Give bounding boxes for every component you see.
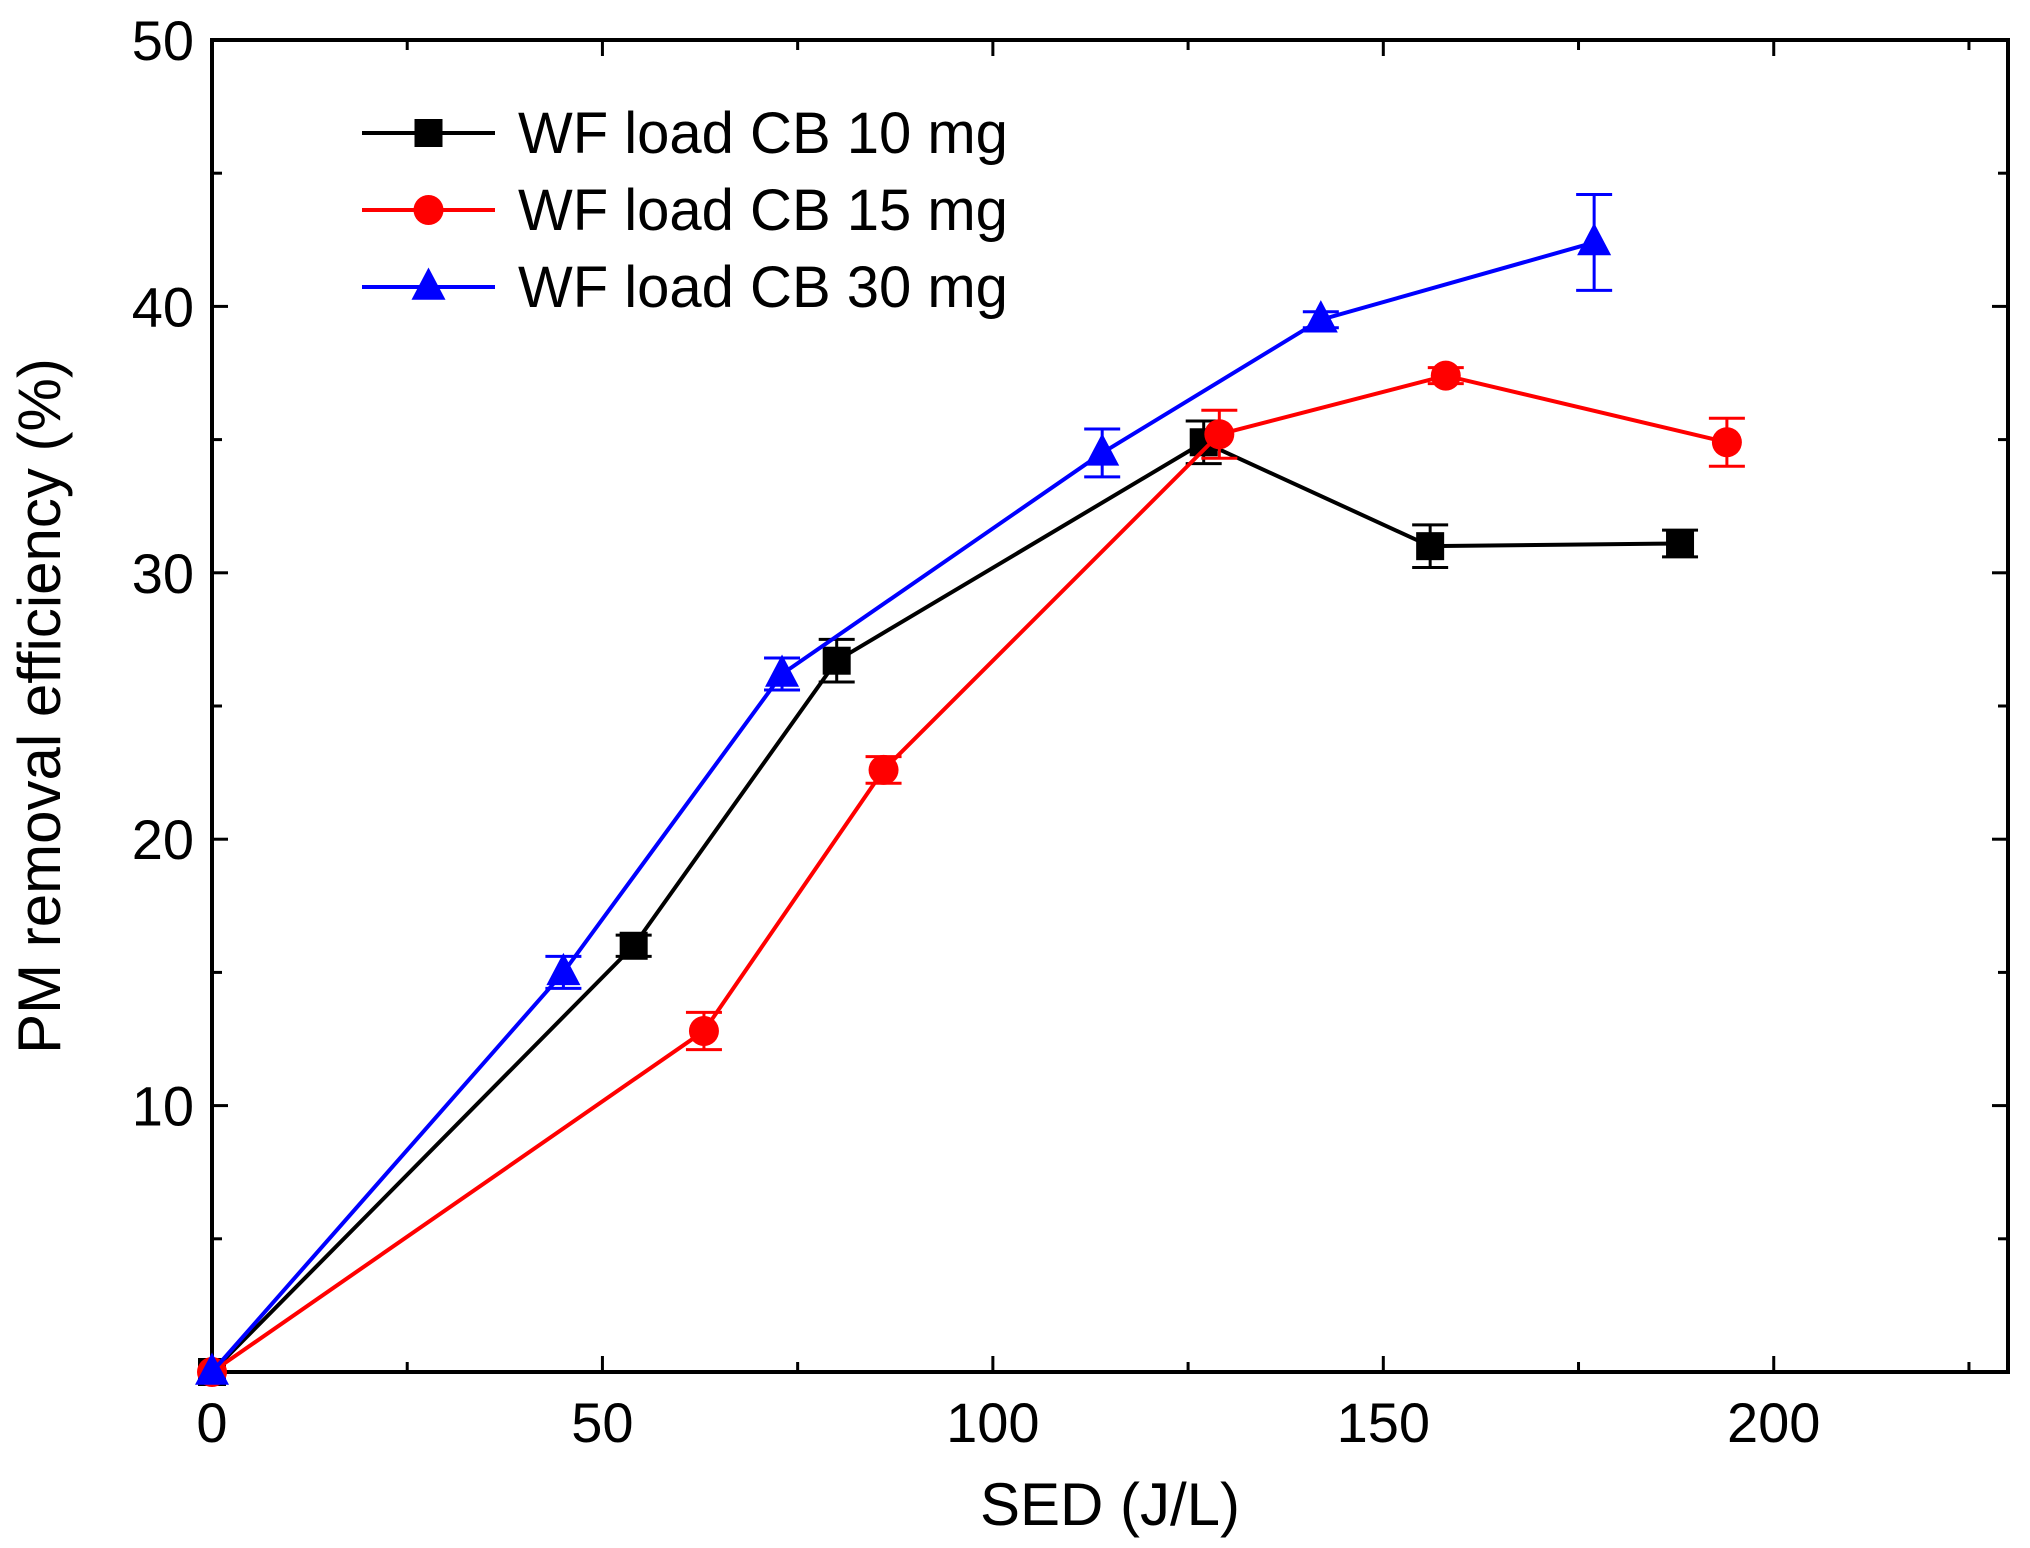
data-point — [1430, 360, 1461, 391]
data-point — [868, 754, 899, 785]
legend-entry-3: WF load CB 30 mg — [362, 255, 1008, 320]
series-line — [210, 240, 1595, 1374]
y-tick-label: 30 — [132, 542, 194, 605]
series-2 — [197, 360, 1745, 1387]
data-point — [1577, 222, 1612, 256]
y-axis-label: PM removal efficiency (%) — [6, 358, 73, 1054]
series-line — [210, 440, 1681, 1374]
data-point — [195, 1352, 229, 1385]
y-tick-label: 50 — [132, 9, 194, 72]
x-tick-label: 50 — [571, 1391, 633, 1454]
legend: WF load CB 10 mg WF load CB 15 mg WF load … — [362, 101, 1008, 320]
data-point — [546, 952, 581, 986]
data-point — [1711, 427, 1742, 458]
legend-marker — [414, 119, 443, 147]
legend-label: WF load CB 15 mg — [518, 178, 1008, 243]
data-point — [688, 1016, 719, 1047]
legend-label: WF load CB 30 mg — [518, 255, 1008, 320]
legend-marker — [411, 267, 446, 300]
series-line — [210, 373, 1728, 1374]
data-point — [765, 654, 800, 687]
plot-layer: 0 50 100 150 200 10 20 30 40 50 — [132, 9, 2010, 1454]
x-tick-label: 150 — [1337, 1391, 1430, 1454]
series-1 — [198, 419, 1699, 1386]
data-point — [1085, 433, 1120, 466]
legend-entry-1: WF load CB 10 mg — [362, 101, 1008, 166]
y-tick-label: 10 — [132, 1075, 194, 1138]
plot-frame — [210, 38, 2010, 1374]
data-point — [619, 931, 648, 960]
x-tick-label: 200 — [1727, 1391, 1820, 1454]
y-tick-label: 20 — [132, 808, 194, 871]
series-3 — [195, 193, 1613, 1385]
legend-marker — [413, 195, 444, 225]
data-point — [1666, 529, 1695, 558]
x-tick-label: 100 — [946, 1391, 1039, 1454]
x-tick-label: 0 — [196, 1391, 227, 1454]
data-point — [1416, 532, 1445, 561]
data-point — [822, 646, 851, 675]
legend-entry-2: WF load CB 15 mg — [362, 178, 1008, 243]
data-point — [1204, 419, 1235, 450]
legend-label: WF load CB 10 mg — [518, 101, 1008, 166]
y-tick-label: 40 — [132, 275, 194, 338]
data-point — [1303, 300, 1338, 333]
x-axis-label: SED (J/L) — [980, 1471, 1240, 1538]
